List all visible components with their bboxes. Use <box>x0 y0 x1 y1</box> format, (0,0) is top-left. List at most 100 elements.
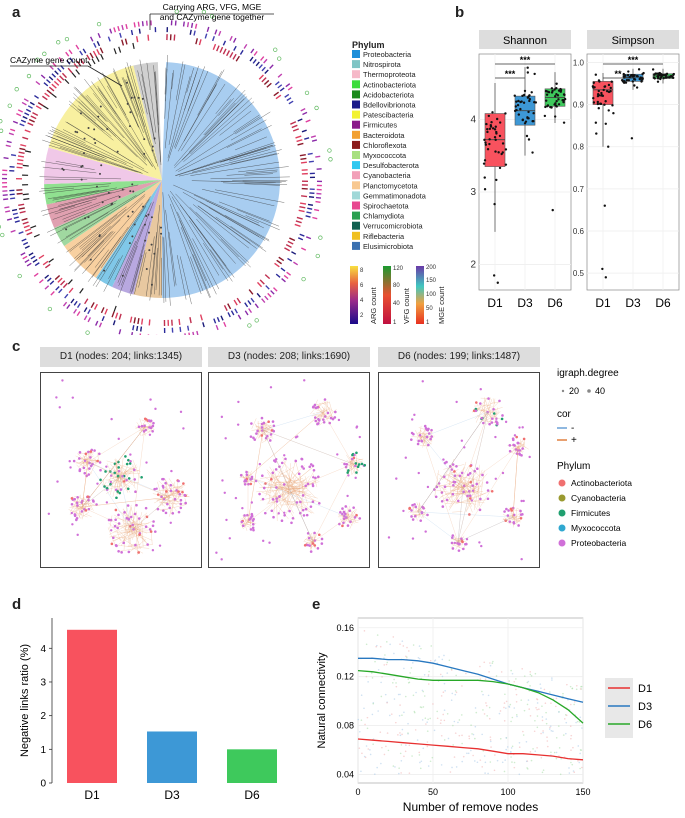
scatter-point <box>427 675 430 678</box>
scatter-point <box>418 645 421 647</box>
tree-branch <box>79 109 112 137</box>
sample-point <box>553 115 557 118</box>
scatter-point <box>392 636 395 638</box>
scatter-point <box>380 681 382 684</box>
network-node <box>306 543 309 547</box>
network-node <box>68 459 71 463</box>
sample-point <box>658 71 661 75</box>
cor-legend-title: cor <box>557 409 572 420</box>
scatter-point <box>440 695 443 697</box>
tree-ring-mark <box>58 56 63 62</box>
scatter-point <box>386 701 388 704</box>
network-edge <box>351 470 355 476</box>
network-edge <box>87 461 171 498</box>
tree-branch <box>206 200 264 229</box>
network-edge <box>109 527 141 538</box>
network-edge <box>115 458 118 479</box>
network-edge <box>139 426 150 431</box>
network-node <box>410 431 414 435</box>
sample-point <box>553 95 557 98</box>
network-node <box>410 515 413 518</box>
scatter-point <box>363 630 366 632</box>
tree-branch <box>134 250 146 295</box>
scatter-point <box>513 707 516 709</box>
phylum-swatch <box>352 130 360 139</box>
network-edge <box>81 463 89 468</box>
network-edge <box>312 516 349 543</box>
network-node <box>133 512 137 516</box>
network-node <box>471 489 475 493</box>
network-edge <box>141 421 153 437</box>
tree-ring-mark <box>3 157 9 160</box>
network-edge <box>266 469 284 490</box>
network-edge <box>78 503 93 505</box>
network-node <box>114 508 118 512</box>
network-phylum-swatch <box>558 494 566 502</box>
tree-ring-mark <box>76 311 81 317</box>
sample-point <box>601 94 605 98</box>
sample-point <box>495 117 499 121</box>
tree-ring-mark <box>20 119 27 123</box>
tree-ring-mark <box>6 140 12 144</box>
scatter-point <box>501 761 504 764</box>
tree-ring-mark <box>293 261 299 266</box>
series-line-D6 <box>357 669 584 724</box>
phylum-swatch <box>352 60 360 69</box>
network-node <box>518 453 522 456</box>
arg-tick: 4 <box>360 298 364 304</box>
scatter-point <box>418 751 421 754</box>
tree-branch <box>79 209 127 248</box>
network-edge <box>119 476 133 531</box>
tree-node <box>106 127 109 130</box>
tree-ring-mark <box>10 128 16 132</box>
network-node <box>126 487 130 491</box>
network-edge <box>264 439 266 442</box>
sample-point <box>607 109 610 112</box>
scatter-point <box>413 711 416 714</box>
network-edge <box>119 476 129 493</box>
tree-ring-mark <box>62 301 68 307</box>
network-node <box>156 493 160 496</box>
tree-ring-mark <box>19 123 25 127</box>
scatter-point <box>454 693 457 696</box>
tree-ring-mark <box>93 303 98 310</box>
tree-branch <box>226 125 272 148</box>
network-edge <box>128 530 131 534</box>
sample-point <box>533 72 536 76</box>
scatter-point <box>487 772 489 775</box>
scatter-point <box>570 749 572 751</box>
network-edge <box>106 490 111 495</box>
tree-branch <box>57 212 109 244</box>
mge-tick: 1 <box>426 320 430 326</box>
sample-point <box>671 76 675 80</box>
network-node <box>462 490 465 494</box>
scatter-point <box>408 744 411 747</box>
scatter-point <box>406 646 408 649</box>
scatter-point <box>510 750 512 753</box>
tree-ring-mark <box>20 144 27 147</box>
network-node <box>490 421 494 424</box>
network-node <box>247 482 250 486</box>
network-edge <box>298 492 318 499</box>
network-phylum-label: Proteobacteria <box>571 538 627 548</box>
y-axis-label: Natural connectivity <box>316 652 328 748</box>
tree-node <box>79 112 82 115</box>
tree-node <box>131 210 134 213</box>
sample-point <box>611 104 614 107</box>
tree-ring-mark <box>95 320 99 326</box>
network-node <box>250 512 254 516</box>
tree-branch <box>203 89 246 136</box>
sample-point <box>597 106 600 110</box>
network-edge <box>289 481 320 492</box>
cazyme-bar <box>71 72 77 78</box>
scatter-point <box>365 745 368 747</box>
network-node <box>85 474 88 478</box>
network-node <box>316 406 319 409</box>
network-node <box>288 509 291 513</box>
network-node <box>250 501 254 504</box>
tree-ring-mark <box>255 61 260 67</box>
y-tick-label: 2 <box>40 711 46 722</box>
network-node <box>481 473 484 477</box>
sample-point <box>607 83 611 87</box>
scatter-point <box>579 752 581 755</box>
